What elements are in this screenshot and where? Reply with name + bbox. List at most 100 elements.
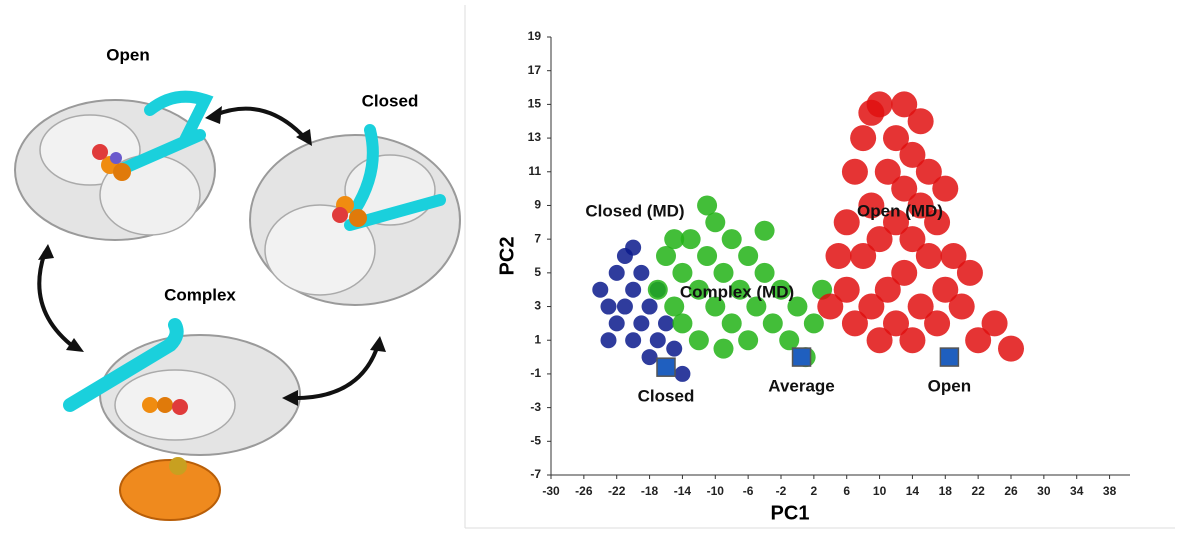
scatter-point [932, 175, 959, 202]
scatter-point [858, 293, 885, 320]
x-tick-label: -22 [608, 484, 626, 498]
scatter-point [721, 229, 742, 250]
y-tick-label: 1 [534, 332, 541, 346]
y-tick-label: 5 [534, 265, 541, 279]
scatter-point [833, 209, 860, 236]
scatter-point [608, 264, 625, 281]
structure-illustrations [14, 90, 461, 521]
y-tick-label: 13 [528, 130, 542, 144]
scatter-point [932, 276, 959, 303]
scatter-point [998, 335, 1024, 362]
scatter-point [666, 340, 683, 357]
scatter-point [656, 246, 676, 266]
scatter-point [924, 310, 951, 337]
scatter-point [874, 276, 901, 303]
y-tick-label: -3 [530, 400, 541, 414]
x-tick-label: 10 [873, 484, 887, 498]
scatter-point [649, 332, 666, 349]
scatter-point [771, 279, 791, 300]
x-tick-label: 30 [1037, 484, 1051, 498]
series-label: Open (MD) [857, 201, 943, 220]
complex-structure [63, 318, 301, 521]
reference-label: Average [768, 377, 834, 396]
scatter-point [883, 209, 909, 236]
scatter-point [713, 338, 734, 359]
scatter-point [866, 327, 893, 354]
x-tick-label: 2 [811, 484, 818, 498]
x-tick-label: 22 [971, 484, 985, 498]
scatter-point [713, 262, 734, 283]
scatter-point [738, 246, 759, 266]
y-tick-label: 3 [534, 299, 541, 313]
reference-marker [939, 347, 960, 367]
scatter-point [633, 315, 650, 332]
scatter-point [664, 296, 685, 317]
scatter-point [705, 296, 726, 317]
scatter-point [899, 226, 926, 253]
scatter-point [899, 141, 926, 168]
scatter-plot: Closed (MD) Complex (MD) Open (MD) Closed Av… [528, 29, 1130, 498]
scatter-point [817, 293, 844, 320]
scatter-point [754, 220, 775, 241]
x-tick-label: -18 [641, 484, 659, 498]
scatter-point [825, 243, 852, 269]
x-tick-label: 26 [1004, 484, 1018, 498]
scatter-point [891, 175, 918, 202]
scatter-point [600, 332, 617, 349]
scatter-point [883, 310, 909, 337]
y-tick-label: -1 [530, 366, 541, 380]
closed-structure [249, 124, 461, 306]
scatter-point [608, 315, 625, 332]
scatter-point [641, 298, 658, 315]
y-tick-label: 15 [528, 97, 542, 111]
scatter-point [915, 243, 942, 269]
x-tick-label: -14 [674, 484, 692, 498]
scatter-point [625, 239, 642, 256]
structure-label: Complex [164, 285, 236, 304]
scatter-point [672, 313, 693, 334]
x-tick-label: 14 [906, 484, 920, 498]
scatter-point [688, 279, 709, 300]
x-tick-label: 38 [1103, 484, 1117, 498]
scatter-point [866, 226, 893, 253]
scatter-point [981, 310, 1008, 337]
scatter-point [746, 296, 767, 317]
scatter-point [924, 209, 951, 236]
scatter-point [625, 332, 642, 349]
scatter-point [672, 262, 693, 283]
scatter-point [874, 158, 901, 185]
scatter-point [803, 313, 824, 334]
scatter-point [762, 313, 783, 334]
scatter-point [948, 293, 975, 320]
structure-label: Closed [362, 91, 419, 110]
scatter-point [833, 276, 860, 303]
scatter-point [899, 327, 926, 354]
scatter-point [841, 158, 868, 185]
series-label: Closed (MD) [585, 201, 684, 220]
scatter-point [891, 91, 918, 118]
scatter-point [787, 296, 808, 317]
scatter-point [841, 310, 868, 337]
scatter-point [697, 246, 718, 266]
scatter-point [721, 313, 742, 334]
scatter-point [858, 99, 885, 126]
series-label: Complex (MD) [680, 282, 794, 301]
x-tick-label: 34 [1070, 484, 1084, 498]
transition-arrows [37, 106, 380, 401]
scatter-point [647, 279, 668, 300]
x-tick-label: 18 [939, 484, 953, 498]
scatter-point [674, 365, 691, 382]
y-tick-label: 17 [528, 63, 542, 77]
x-tick-label: -6 [743, 484, 754, 498]
reference-label: Open [928, 377, 971, 396]
x-axis-title: PC1 [771, 502, 810, 524]
x-tick-label: -2 [776, 484, 787, 498]
scatter-point [600, 298, 617, 315]
scatter-point [883, 125, 909, 152]
arrow-heads [38, 106, 386, 406]
scatter-point [956, 259, 983, 286]
scatter-point [680, 229, 701, 250]
scatter-point [940, 243, 967, 269]
